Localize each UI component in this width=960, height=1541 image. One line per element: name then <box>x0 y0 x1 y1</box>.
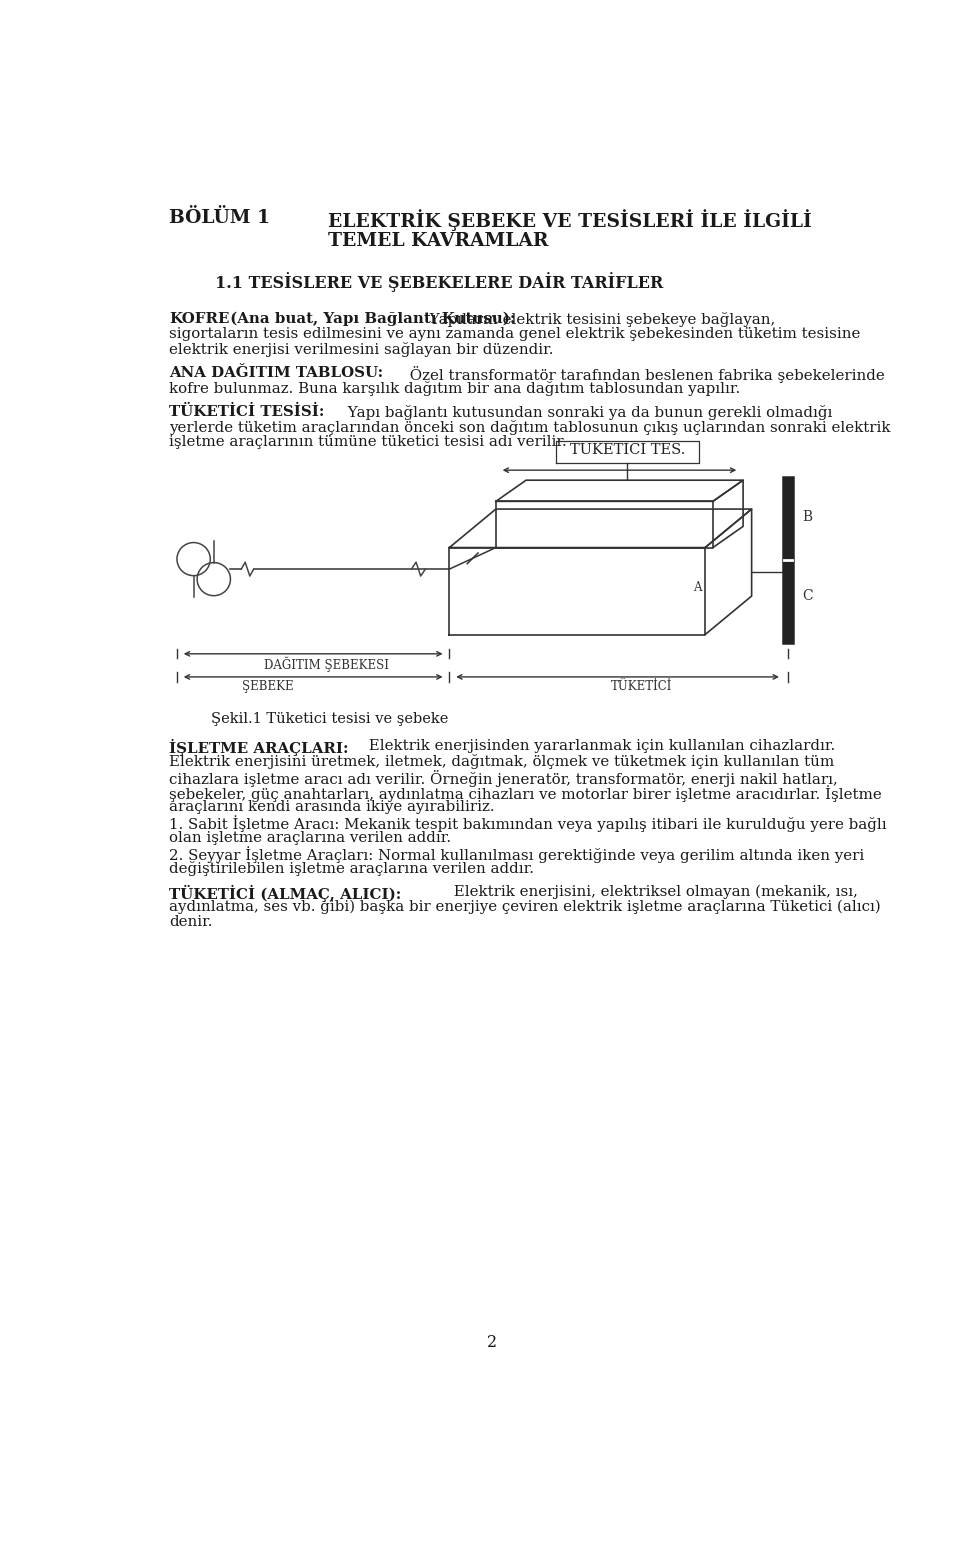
Text: araçlarını kendi arasında ikiye ayırabiliriz.: araçlarını kendi arasında ikiye ayırabil… <box>169 800 494 814</box>
Text: denir.: denir. <box>169 915 212 929</box>
Text: TEMEL KAVRAMLAR: TEMEL KAVRAMLAR <box>327 231 548 250</box>
Text: elektrik enerjisi verilmesini sağlayan bir düzendir.: elektrik enerjisi verilmesini sağlayan b… <box>169 342 553 358</box>
Text: ELEKTRİK ŞEBEKE VE TESİSLERİ İLE İLGİLİ: ELEKTRİK ŞEBEKE VE TESİSLERİ İLE İLGİLİ <box>327 208 811 231</box>
Text: TUKETICI TES.: TUKETICI TES. <box>569 442 684 456</box>
Text: şebekeler, güç anahtarları, aydınlatma cihazları ve motorlar birer işletme aracı: şebekeler, güç anahtarları, aydınlatma c… <box>169 784 881 801</box>
Text: ANA DAĞITIM TABLOSU:: ANA DAĞITIM TABLOSU: <box>169 367 383 381</box>
Text: 1.1 TESİSLERE VE ŞEBEKELERE DAİR TARİFLER: 1.1 TESİSLERE VE ŞEBEKELERE DAİR TARİFLE… <box>215 271 663 291</box>
Text: C: C <box>802 589 812 603</box>
Text: Şekil.1 Tüketici tesisi ve şebeke: Şekil.1 Tüketici tesisi ve şebeke <box>211 712 449 726</box>
Text: Elektrik enerjisinden yararlanmak için kullanılan cihazlardır.: Elektrik enerjisinden yararlanmak için k… <box>364 740 835 754</box>
Text: A: A <box>693 581 701 593</box>
Text: cihazlara işletme aracı adı verilir. Örneğin jeneratör, transformatör, enerji na: cihazlara işletme aracı adı verilir. Örn… <box>169 770 837 787</box>
Text: Yapıların elektrik tesisini şebekeye bağlayan,: Yapıların elektrik tesisini şebekeye bağ… <box>424 311 775 327</box>
Text: 2. Seyyar İşletme Araçları: Normal kullanılması gerektiğinde veya gerilim altınd: 2. Seyyar İşletme Araçları: Normal kulla… <box>169 846 864 863</box>
Text: BÖLÜM 1: BÖLÜM 1 <box>169 208 270 227</box>
Text: ŞEBEKE: ŞEBEKE <box>243 680 294 693</box>
Text: olan işletme araçlarına verilen addır.: olan işletme araçlarına verilen addır. <box>169 831 451 844</box>
Text: TÜKETİCİ (ALMAÇ, ALICI):: TÜKETİCİ (ALMAÇ, ALICI): <box>169 885 401 901</box>
Text: DAĞITIM ŞEBEKESI: DAĞITIM ŞEBEKESI <box>264 656 389 672</box>
Text: değiştirilebilen işletme araçlarına verilen addır.: değiştirilebilen işletme araçlarına veri… <box>169 861 534 877</box>
Text: işletme araçlarının tümüne tüketici tesisi adı verilir.: işletme araçlarının tümüne tüketici tesi… <box>169 436 566 450</box>
Text: yerlerde tüketim araçlarından önceki son dağıtım tablosunun çıkış uçlarından son: yerlerde tüketim araçlarından önceki son… <box>169 421 890 435</box>
Text: KOFRE: KOFRE <box>169 311 229 327</box>
Text: TÜKETİCİ TESİSİ:: TÜKETİCİ TESİSİ: <box>169 405 324 419</box>
Text: Elektrik enerjisini üretmek, iletmek, dağıtmak, ölçmek ve tüketmek için kullanıl: Elektrik enerjisini üretmek, iletmek, da… <box>169 755 834 769</box>
Text: aydınlatma, ses vb. gibi) başka bir enerjiye çeviren elektrik işletme araçlarına: aydınlatma, ses vb. gibi) başka bir ener… <box>169 900 880 914</box>
Text: Özel transformatör tarafından beslenen fabrika şebekelerinde: Özel transformatör tarafından beslenen f… <box>405 367 885 384</box>
Text: B: B <box>802 510 812 524</box>
Text: (Ana buat, Yapı Bağlantı Kutusu):: (Ana buat, Yapı Bağlantı Kutusu): <box>226 311 516 327</box>
Text: TÜKETİCİ: TÜKETİCİ <box>612 680 673 693</box>
Text: Yapı bağlantı kutusundan sonraki ya da bunun gerekli olmadığı: Yapı bağlantı kutusundan sonraki ya da b… <box>344 405 832 421</box>
Text: kofre bulunmaz. Buna karşılık dağıtım bir ana dağıtım tablosundan yapılır.: kofre bulunmaz. Buna karşılık dağıtım bi… <box>169 381 740 396</box>
Text: 1. Sabit İşletme Aracı: Mekanik tespit bakımından veya yapılış itibari ile kurul: 1. Sabit İşletme Aracı: Mekanik tespit b… <box>169 815 886 832</box>
Text: Elektrik enerjisini, elektriksel olmayan (mekanik, ısı,: Elektrik enerjisini, elektriksel olmayan… <box>449 885 858 900</box>
Text: İŞLETME ARAÇLARI:: İŞLETME ARAÇLARI: <box>169 740 348 757</box>
Text: sigortaların tesis edilmesini ve aynı zamanda genel elektrik şebekesinden tüketi: sigortaların tesis edilmesini ve aynı za… <box>169 327 860 341</box>
Text: 2: 2 <box>487 1333 497 1351</box>
